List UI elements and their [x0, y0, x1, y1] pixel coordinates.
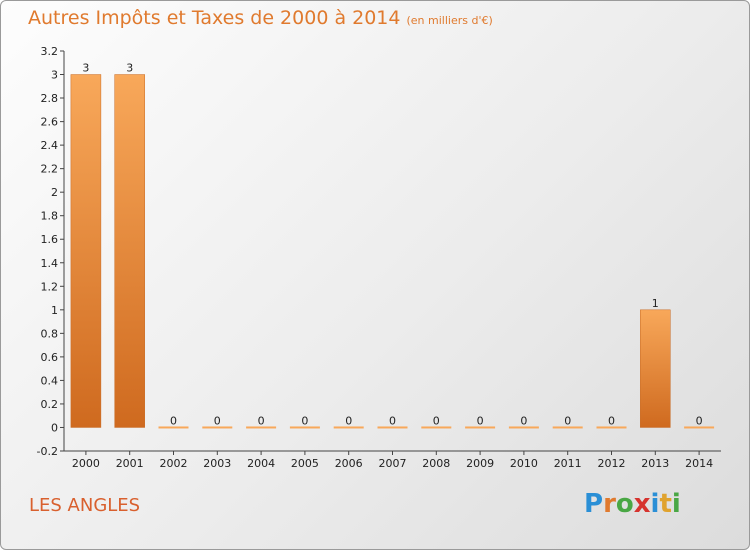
- y-tick-label: 2.6: [41, 116, 59, 129]
- y-tick-label: 2: [51, 186, 58, 199]
- bar: [421, 426, 452, 429]
- chart-unit: (en milliers d'€): [406, 14, 493, 27]
- y-tick-label: 0.2: [41, 398, 59, 411]
- chart-bars: [70, 74, 715, 429]
- y-tick-label: -0.2: [37, 445, 58, 458]
- chart-title-text: Autres Impôts et Taxes de 2000 à 2014: [28, 7, 401, 29]
- y-tick-label: 1.4: [41, 257, 59, 270]
- data-label: 3: [82, 62, 89, 75]
- x-tick-label: 2006: [335, 457, 363, 470]
- data-label: 1: [652, 297, 659, 310]
- chart-axes: -0.2 0 0.2 0.4 0.6 0.8 1 1.2 1.4 1.6 1.8 2 2.2 2.4 2.6…: [37, 45, 721, 470]
- chart-title: Autres Impôts et Taxes de 2000 à 2014 (en…: [28, 7, 493, 29]
- y-tick-label: 0.4: [41, 374, 59, 387]
- proxiti-logo: Proxiti: [584, 489, 681, 519]
- x-tick-label: 2012: [598, 457, 626, 470]
- data-label: 0: [389, 414, 396, 427]
- bar: [158, 426, 189, 429]
- x-tick-label: 2011: [554, 457, 582, 470]
- x-tick-label: 2009: [466, 457, 494, 470]
- x-tick-label: 2005: [291, 457, 319, 470]
- x-tick-label: 2008: [422, 457, 450, 470]
- chart-labels: 3 3 0 0 0 0 0 0 0 0 0 0 0 1 0: [82, 62, 702, 428]
- bar: [114, 74, 145, 428]
- bar: [684, 426, 715, 429]
- logo-letter: x: [633, 489, 651, 519]
- x-tick-label: 2004: [247, 457, 275, 470]
- x-tick-label: 2007: [379, 457, 407, 470]
- bar: [552, 426, 583, 429]
- y-tick-label: 1.8: [41, 210, 59, 223]
- data-label: 0: [477, 414, 484, 427]
- y-tick-label: 0: [51, 421, 58, 434]
- y-tick-label: 3.2: [41, 45, 59, 58]
- y-tick-label: 3: [51, 69, 58, 82]
- x-tick-label: 2002: [160, 457, 188, 470]
- data-label: 0: [520, 414, 527, 427]
- y-tick-label: 2.4: [41, 139, 59, 152]
- y-tick-label: 2.2: [41, 163, 59, 176]
- commune-name: LES ANGLES: [29, 495, 141, 516]
- logo-letter: o: [615, 489, 634, 519]
- bar: [202, 426, 233, 429]
- logo-letter: i: [671, 489, 681, 519]
- y-tick-label: 1.2: [41, 280, 59, 293]
- x-tick-label: 2001: [116, 457, 144, 470]
- logo-letter: r: [603, 489, 616, 519]
- data-label: 0: [564, 414, 571, 427]
- bar: [246, 426, 277, 429]
- data-label: 0: [345, 414, 352, 427]
- data-label: 3: [126, 62, 133, 75]
- x-tick-label: 2014: [685, 457, 713, 470]
- y-tick-label: 2.8: [41, 92, 59, 105]
- data-label: 0: [301, 414, 308, 427]
- y-tick-label: 1.6: [41, 233, 59, 246]
- y-tick-label: 0.6: [41, 351, 59, 364]
- x-tick-label: 2013: [641, 457, 669, 470]
- data-label: 0: [433, 414, 440, 427]
- data-label: 0: [608, 414, 615, 427]
- data-label: 0: [214, 414, 221, 427]
- bar: [508, 426, 539, 429]
- data-label: 0: [696, 414, 703, 427]
- bar: [333, 426, 364, 429]
- logo-letter: t: [659, 489, 672, 519]
- data-label: 0: [258, 414, 265, 427]
- bar: [465, 426, 496, 429]
- bar: [70, 74, 102, 428]
- logo-letter: P: [584, 489, 604, 519]
- y-tick-label: 0.8: [41, 327, 59, 340]
- x-tick-label: 2000: [72, 457, 100, 470]
- data-label: 0: [170, 414, 177, 427]
- y-tick-label: 1: [51, 304, 58, 317]
- logo-letter: i: [650, 489, 660, 519]
- bar: [596, 426, 627, 429]
- bar: [640, 309, 671, 428]
- bar: [377, 426, 408, 429]
- x-tick-label: 2010: [510, 457, 538, 470]
- x-tick-label: 2003: [203, 457, 231, 470]
- bar: [289, 426, 320, 429]
